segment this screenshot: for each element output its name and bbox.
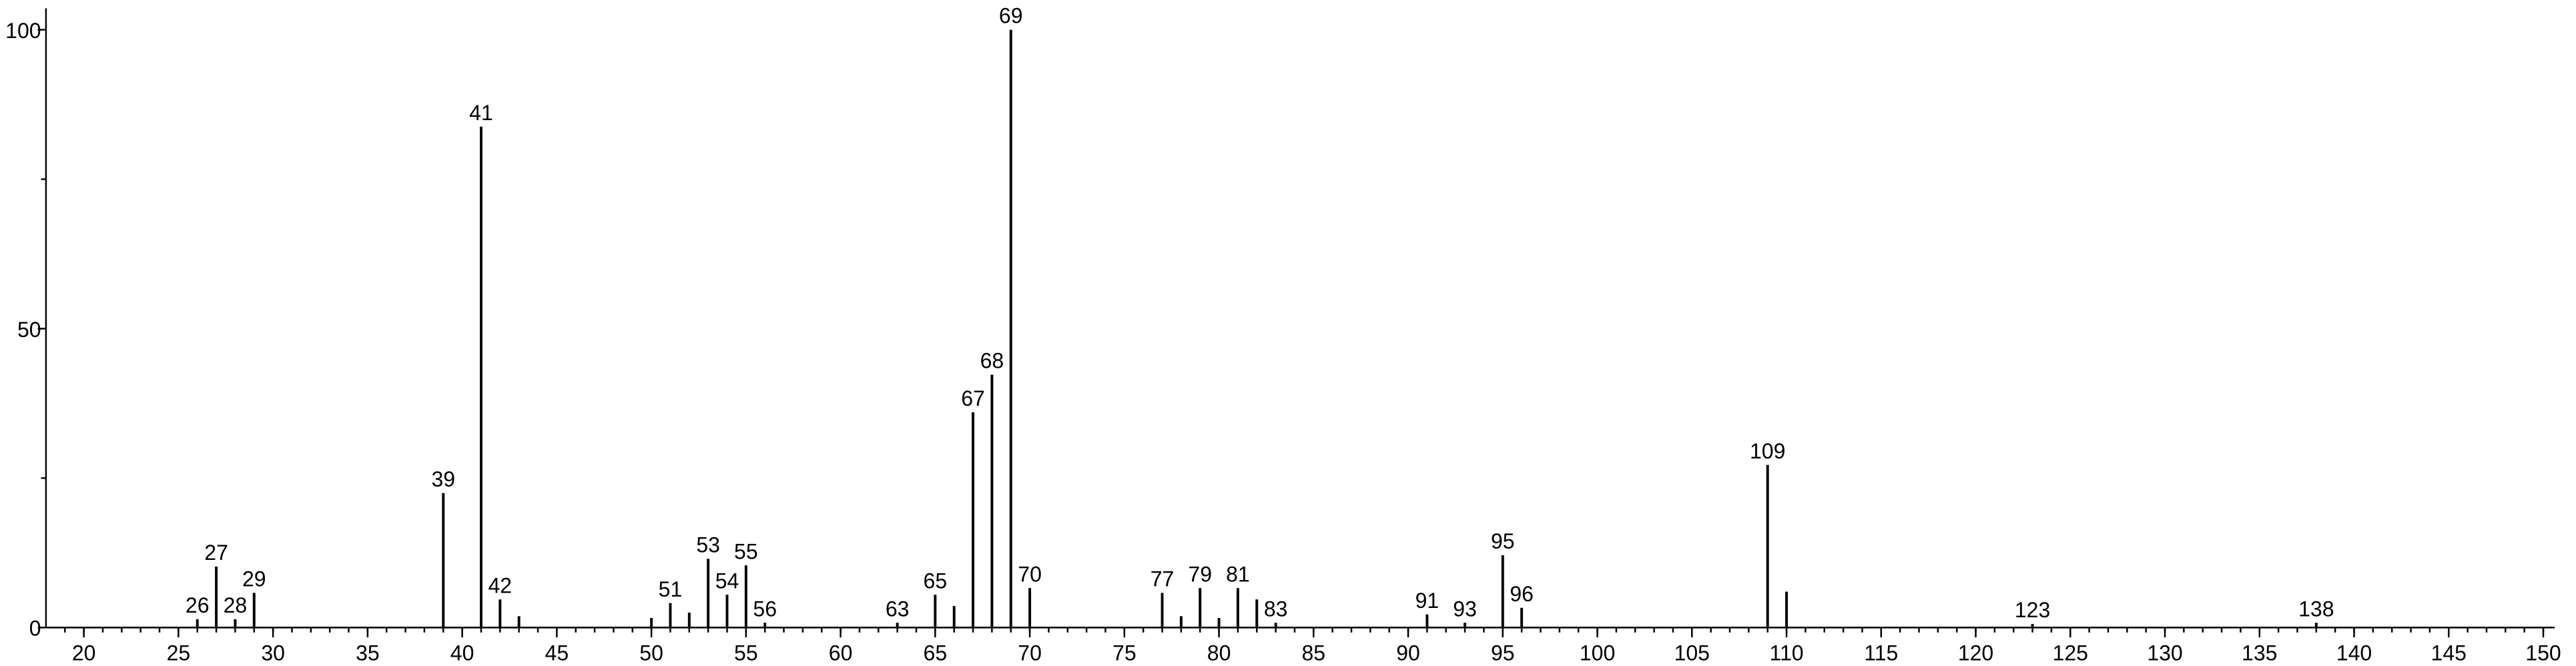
peak-label: 39: [431, 467, 455, 491]
peak-label: 53: [696, 533, 720, 557]
x-tick-label: 130: [2147, 641, 2182, 665]
peak-label: 95: [1491, 529, 1515, 553]
x-tick-label: 30: [261, 641, 285, 665]
x-tick-label: 55: [734, 641, 758, 665]
x-tick-label: 95: [1491, 641, 1515, 665]
peak-label: 70: [1018, 562, 1042, 586]
peak-label: 123: [2015, 598, 2050, 622]
x-tick-label: 110: [1770, 641, 1804, 665]
x-tick-label: 80: [1207, 641, 1231, 665]
peak-label: 96: [1510, 582, 1534, 606]
x-tick-label: 115: [1864, 641, 1898, 665]
peak-label: 56: [753, 597, 777, 621]
x-tick-label: 40: [450, 641, 474, 665]
y-tick-label: 50: [17, 318, 41, 342]
peak-label: 28: [224, 593, 248, 617]
x-tick-label: 70: [1018, 641, 1042, 665]
x-tick-label: 50: [639, 641, 663, 665]
peak-label: 69: [999, 4, 1023, 28]
y-tick-label: 0: [29, 617, 41, 641]
peak-label: 54: [715, 569, 739, 593]
x-tick-label: 105: [1674, 641, 1710, 665]
x-tick-label: 90: [1396, 641, 1420, 665]
x-tick-label: 75: [1112, 641, 1137, 665]
x-tick-label: 25: [167, 641, 191, 665]
x-tick-label: 150: [2525, 641, 2561, 665]
x-tick-label: 140: [2336, 641, 2372, 665]
peak-label: 93: [1453, 597, 1477, 621]
peak-label: 83: [1264, 597, 1288, 621]
x-tick-label: 20: [72, 641, 96, 665]
peak-label: 26: [186, 593, 210, 617]
x-tick-label: 145: [2431, 641, 2467, 665]
peak-label: 42: [489, 573, 513, 597]
x-tick-label: 100: [1580, 641, 1615, 665]
x-tick-label: 120: [1958, 641, 1993, 665]
peak-label: 41: [469, 101, 493, 125]
peak-label: 77: [1151, 567, 1175, 591]
peak-label: 138: [2298, 597, 2334, 621]
x-tick-label: 125: [2053, 641, 2088, 665]
peak-label: 81: [1226, 562, 1250, 586]
peak-label: 68: [980, 349, 1004, 373]
peak-label: 29: [242, 567, 266, 591]
y-tick-label: 100: [5, 19, 41, 43]
x-tick-label: 85: [1302, 641, 1326, 665]
peak-label: 109: [1750, 439, 1785, 463]
peak-label: 91: [1415, 589, 1439, 613]
peak-label: 55: [734, 539, 758, 563]
peak-label: 27: [204, 541, 228, 565]
peak-label: 67: [961, 386, 985, 410]
x-tick-label: 65: [924, 641, 948, 665]
peak-label: 65: [924, 569, 948, 593]
peak-label: 63: [886, 597, 910, 621]
peak-label: 79: [1188, 562, 1212, 586]
peak-label: 51: [659, 577, 683, 601]
x-tick-label: 135: [2242, 641, 2277, 665]
x-tick-label: 35: [356, 641, 380, 665]
x-tick-label: 45: [545, 641, 569, 665]
x-tick-label: 60: [829, 641, 853, 665]
